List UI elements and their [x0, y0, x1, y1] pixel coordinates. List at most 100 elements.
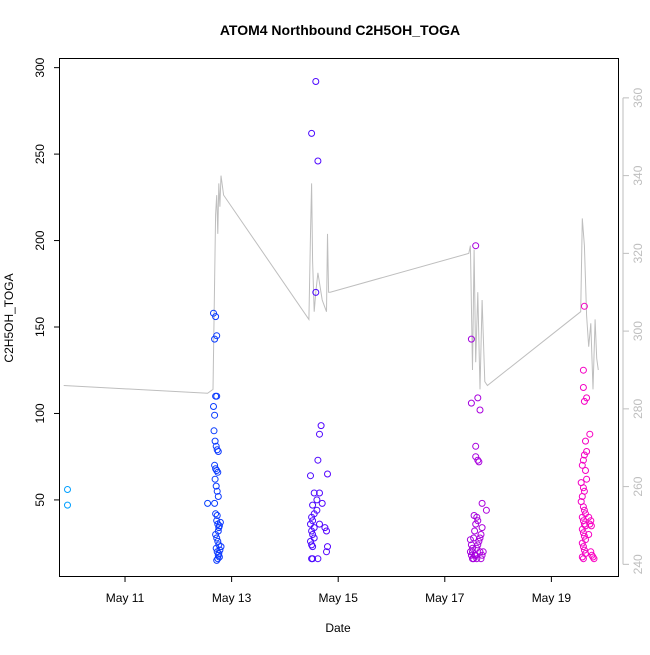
data-point [212, 313, 220, 321]
data-point [579, 456, 587, 464]
data-point [579, 543, 587, 551]
data-point [585, 531, 593, 538]
data-point [215, 522, 223, 530]
data-point [308, 129, 316, 137]
data-point [308, 541, 316, 549]
data-point [582, 467, 589, 474]
data-point [214, 493, 222, 500]
data-point [580, 451, 588, 459]
data-point [211, 335, 219, 343]
data-point [587, 522, 595, 530]
plot-frame [59, 58, 619, 577]
data-point [579, 503, 587, 511]
data-point [470, 555, 478, 563]
data-point [211, 499, 219, 507]
y2-tick-label: 300 [631, 321, 645, 341]
data-point [475, 537, 483, 545]
y-tick-label: 250 [33, 144, 47, 164]
data-point [474, 394, 482, 402]
data-points-layer [64, 78, 598, 564]
data-point [314, 555, 322, 563]
y-tick-label: 150 [33, 317, 47, 337]
data-point [472, 442, 480, 450]
data-point [469, 544, 476, 552]
data-point [586, 430, 594, 438]
data-point [474, 456, 482, 464]
data-point [478, 499, 486, 507]
data-point [210, 403, 217, 410]
y-tick-label: 100 [33, 403, 47, 423]
y2-tick-label: 280 [631, 399, 645, 419]
data-point [476, 534, 484, 542]
data-point [588, 551, 596, 559]
data-point [470, 512, 478, 519]
data-point [473, 555, 481, 563]
data-point [477, 555, 485, 563]
data-point [213, 534, 221, 542]
y-axis-right: 240 260 280 300 320 340 360 [622, 88, 645, 574]
data-point [210, 427, 218, 435]
data-point [467, 399, 475, 407]
y2-tick-label: 260 [631, 476, 645, 496]
data-point [307, 472, 314, 480]
data-point [314, 456, 322, 464]
data-point [211, 411, 219, 419]
x-tick-label: May 19 [532, 591, 572, 605]
data-point [316, 520, 323, 528]
data-point [64, 501, 71, 509]
x-tick-label: May 15 [319, 591, 359, 605]
data-point [214, 555, 222, 563]
data-point [324, 543, 331, 551]
data-point [309, 543, 317, 551]
data-point [312, 78, 320, 85]
data-point [308, 527, 316, 535]
data-point [585, 513, 593, 521]
y2-tick-label: 340 [631, 165, 645, 185]
y-tick-label: 200 [33, 230, 47, 250]
data-point [323, 527, 330, 535]
data-point [578, 461, 586, 469]
data-point [204, 499, 212, 507]
x-axis: May 11 May 13 May 15 May 17 May 19 [106, 576, 572, 605]
data-point [215, 550, 223, 557]
data-point [316, 430, 323, 438]
chart-title: ATOM4 Northbound C2H5OH_TOGA [220, 22, 460, 38]
data-point [580, 506, 588, 514]
data-point [213, 392, 221, 400]
x-tick-label: May 11 [106, 591, 145, 605]
data-point [582, 437, 589, 445]
data-point [210, 309, 217, 317]
data-point [467, 335, 475, 343]
data-point [309, 517, 317, 525]
data-point [579, 555, 587, 563]
data-point [213, 467, 221, 474]
y-axis-left: 50 100 150 200 250 300 [33, 57, 60, 507]
y-axis-label: C2H5OH_TOGA [2, 273, 16, 362]
data-point [211, 475, 219, 483]
data-point [473, 544, 481, 552]
y-tick-label: 300 [33, 57, 47, 77]
data-point [310, 489, 318, 497]
y-tick-label: 50 [33, 493, 47, 507]
data-point [317, 422, 325, 430]
data-point [309, 531, 317, 538]
data-point [578, 539, 586, 547]
data-point [316, 489, 323, 497]
data-point [474, 517, 482, 525]
data-point [214, 448, 222, 455]
data-point [589, 553, 597, 561]
data-point [216, 518, 224, 526]
data-point [466, 548, 474, 556]
data-point [214, 468, 222, 476]
data-point [307, 520, 314, 528]
y2-tick-label: 360 [631, 88, 645, 108]
data-point [309, 501, 317, 509]
x-tick-label: May 17 [425, 591, 465, 605]
data-point [578, 525, 586, 533]
data-point [212, 465, 220, 473]
data-point [579, 384, 587, 391]
data-point [475, 458, 483, 466]
data-point [211, 437, 219, 445]
data-point [213, 487, 221, 495]
